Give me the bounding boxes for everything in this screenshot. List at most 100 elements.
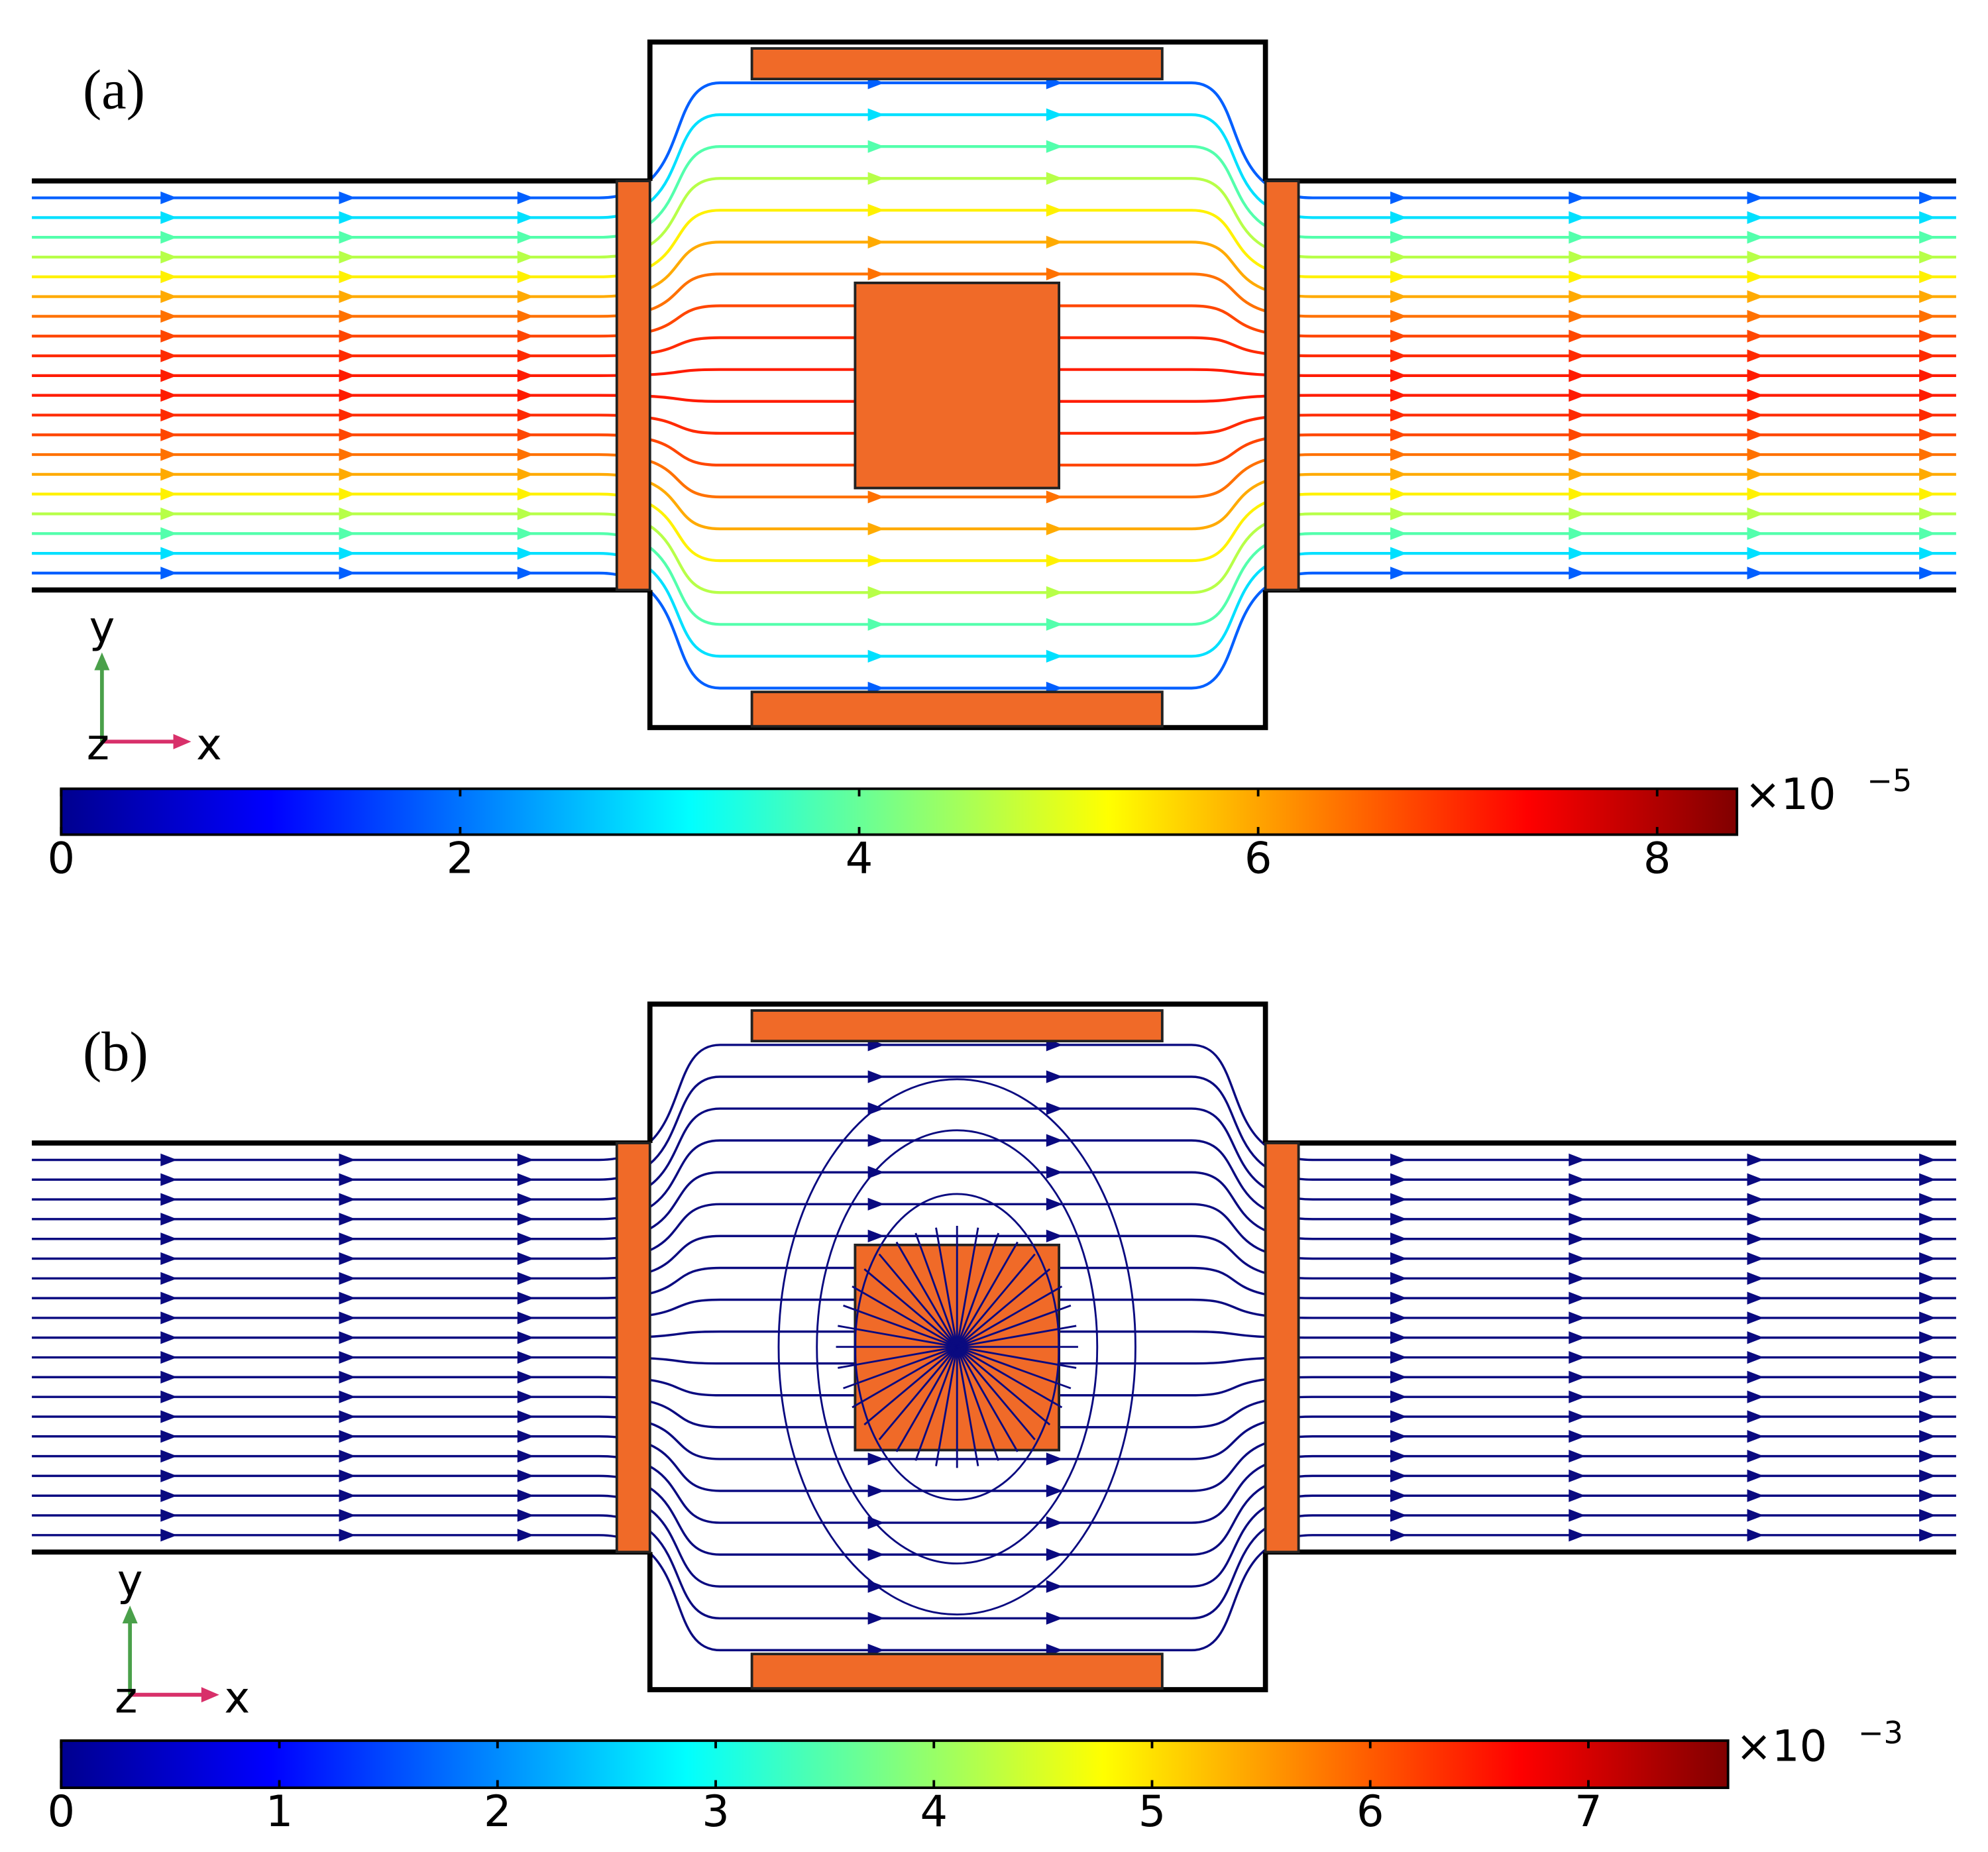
axis-label-y: y: [89, 602, 115, 653]
arrow: [1919, 567, 1936, 580]
radial-line: [935, 1227, 958, 1347]
arrow: [1046, 554, 1063, 567]
arrow: [160, 231, 178, 244]
arrow: [339, 1272, 356, 1285]
streamline: [32, 1139, 1956, 1221]
streamline: [32, 492, 1956, 563]
arrow: [867, 235, 885, 248]
streamline: [32, 1044, 1956, 1162]
arrow: [1046, 172, 1063, 185]
arrow: [1747, 1390, 1764, 1403]
arrow: [867, 618, 885, 631]
arrow: [160, 309, 178, 323]
arrow: [517, 1331, 534, 1344]
arrow: [339, 567, 356, 580]
arrow: [517, 1252, 534, 1266]
radial-line: [956, 1346, 1072, 1389]
arrow: [1919, 408, 1936, 422]
arrow: [1390, 1430, 1408, 1443]
arrow: [1919, 1193, 1936, 1206]
arrow: [339, 1529, 356, 1542]
arrow: [1919, 1449, 1936, 1463]
arrow: [1390, 1311, 1408, 1325]
arrow: [1390, 448, 1408, 461]
arrow: [517, 1193, 534, 1206]
arrow: [339, 507, 356, 521]
arrow: [160, 1390, 178, 1403]
arrow: [1569, 1153, 1586, 1167]
arrow: [1569, 428, 1586, 441]
arrow: [1919, 290, 1936, 303]
radial-line: [956, 1304, 1072, 1348]
arrow: [1919, 448, 1936, 461]
arrowhead: [122, 1606, 138, 1623]
arrow: [160, 1213, 178, 1226]
electrode: [750, 690, 1164, 728]
arrow: [1919, 1272, 1936, 1285]
radial-line: [956, 1346, 1000, 1461]
streamline: [32, 1534, 1956, 1652]
arrow: [1390, 1370, 1408, 1384]
radial-line: [956, 1346, 979, 1466]
arrow: [339, 1193, 356, 1206]
arrow: [1046, 1229, 1063, 1242]
arrow: [1569, 1509, 1586, 1522]
arrow: [1919, 1252, 1936, 1266]
arrow: [160, 567, 178, 580]
electrode: [750, 1653, 1164, 1690]
arrow: [517, 1370, 534, 1384]
arrow: [1390, 567, 1408, 580]
arrow: [1046, 1580, 1063, 1593]
arrow: [339, 1291, 356, 1305]
arrow: [1747, 270, 1764, 284]
arrow: [339, 1252, 356, 1266]
arrow: [1390, 1509, 1408, 1522]
arrow: [517, 329, 534, 343]
arrow: [339, 408, 356, 422]
arrow: [1569, 1173, 1586, 1186]
colorbar-exponent: −3: [1858, 1715, 1903, 1751]
arrow: [1569, 1272, 1586, 1285]
panel: (b) y z x 0 1 2 3 4 5 6 7 ×10 −3: [32, 1001, 1956, 1837]
arrow: [1390, 231, 1408, 244]
colorbar-tick-label: 0: [48, 1786, 76, 1837]
arrow: [339, 1449, 356, 1463]
arrow: [1919, 1311, 1936, 1325]
arrow: [867, 1484, 885, 1498]
arrow: [1747, 1449, 1764, 1463]
arrow: [1569, 369, 1586, 382]
arrow: [1569, 389, 1586, 402]
radial-line: [956, 1346, 1036, 1441]
arrow: [1747, 408, 1764, 422]
arrow: [1919, 231, 1936, 244]
arrow: [1919, 369, 1936, 382]
arrow: [1747, 1213, 1764, 1226]
arrow: [517, 191, 534, 205]
streamline: [32, 1107, 1956, 1201]
colorbar-tick-label: 0: [48, 833, 76, 883]
arrow: [1747, 448, 1764, 461]
arrow: [160, 1410, 178, 1423]
arrow: [517, 1410, 534, 1423]
arrow: [1747, 1509, 1764, 1522]
arrow: [339, 1410, 356, 1423]
arrow: [160, 1272, 178, 1285]
arrow: [1569, 1410, 1586, 1423]
arrow: [517, 1509, 534, 1522]
arrow: [1747, 488, 1764, 501]
arrow: [1390, 1449, 1408, 1463]
arrow: [339, 1232, 356, 1246]
arrow: [1390, 1272, 1408, 1285]
arrow: [160, 1331, 178, 1344]
arrow: [867, 140, 885, 153]
radial-line: [956, 1268, 1051, 1348]
arrow: [339, 1430, 356, 1443]
arrow: [1046, 522, 1063, 535]
arrow: [339, 1331, 356, 1344]
arrow: [339, 349, 356, 362]
arrow: [1569, 448, 1586, 461]
arrow: [339, 389, 356, 402]
arrow: [160, 1449, 178, 1463]
arrow: [867, 1229, 885, 1242]
arrow: [1569, 408, 1586, 422]
